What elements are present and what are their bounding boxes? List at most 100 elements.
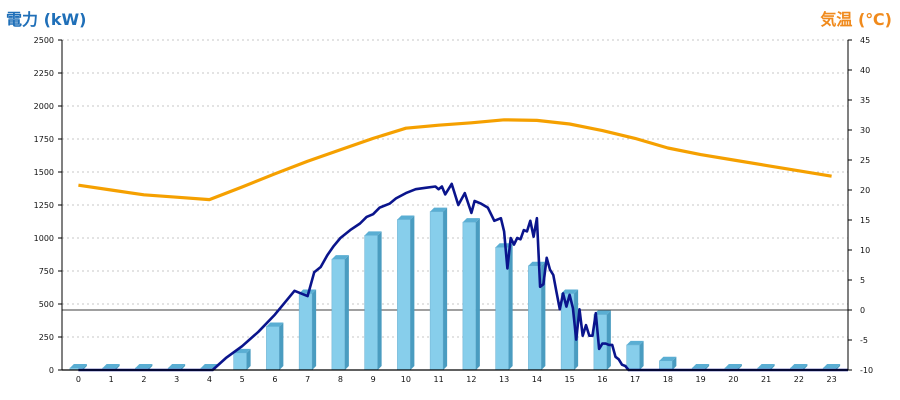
bar-top (397, 215, 415, 220)
line-series (78, 118, 848, 372)
bar-side (312, 289, 317, 370)
bar (364, 231, 382, 371)
y-left-tick-label: 250 (39, 333, 54, 342)
bar-side (672, 356, 677, 370)
y-right-tick-label: 35 (860, 96, 870, 105)
bar-top (561, 289, 579, 294)
y-left-tick-label: 2250 (34, 69, 54, 78)
grid-lines (62, 39, 848, 338)
x-tick-label: 5 (240, 375, 245, 384)
y-right-tick-label: 15 (860, 216, 870, 225)
x-tick-label: 2 (141, 375, 146, 384)
y-right-tick-label: -5 (860, 336, 868, 345)
bar-top (200, 364, 218, 369)
bar (528, 261, 546, 371)
y-right-tick-label: 10 (860, 246, 870, 255)
x-tick-label: 19 (696, 375, 706, 384)
bar-front (462, 221, 477, 371)
bar (397, 215, 415, 371)
y-left-tick-label: 500 (39, 300, 54, 309)
bar-side (705, 364, 710, 370)
x-tick-label: 11 (434, 375, 444, 384)
y-left-tick-label: 2000 (34, 102, 54, 111)
x-tick-label: 6 (272, 375, 277, 384)
bar (462, 218, 480, 371)
bar (429, 207, 448, 371)
bar-top (266, 322, 284, 327)
bar-side (410, 215, 415, 370)
bar-series (69, 207, 841, 371)
axes: 02505007501000125015001750200022502500-1… (34, 36, 873, 384)
bar-top (462, 218, 480, 223)
bar-front (331, 258, 346, 371)
bar (266, 322, 284, 371)
bar-front (298, 293, 313, 371)
bar-top (692, 364, 710, 369)
bar-top (168, 364, 186, 369)
y-left-tick-label: 2500 (34, 36, 54, 45)
x-tick-label: 13 (499, 375, 509, 384)
bar-side (541, 261, 546, 370)
y-left-tick-label: 1250 (34, 201, 54, 210)
x-tick-label: 9 (371, 375, 376, 384)
bar-front (626, 344, 640, 371)
bar-side (836, 364, 841, 370)
temperature-line (78, 118, 832, 202)
bar-top (430, 207, 448, 212)
bar (331, 255, 349, 371)
x-tick-label: 0 (76, 375, 81, 384)
bar-side (279, 322, 284, 370)
x-tick-label: 7 (305, 375, 310, 384)
bar (233, 348, 251, 371)
y-right-tick-label: 20 (860, 186, 870, 195)
x-tick-label: 8 (338, 375, 343, 384)
bar-side (606, 310, 611, 370)
bar-top (757, 364, 775, 369)
bar (495, 243, 513, 371)
right-axis-label: 気温 (℃) (820, 10, 892, 29)
y-left-tick-label: 750 (39, 267, 54, 276)
bar-side (377, 231, 382, 370)
bar-top (102, 364, 120, 369)
bar-side (803, 364, 808, 370)
y-right-tick-label: 25 (860, 156, 870, 165)
bar-front (233, 352, 247, 371)
x-tick-label: 4 (207, 375, 212, 384)
bar-top (331, 255, 349, 260)
bar-side (246, 348, 251, 370)
bar (298, 289, 317, 371)
bar-side (443, 207, 448, 370)
y-right-tick-label: 40 (860, 66, 870, 75)
bar-top (659, 356, 677, 361)
bar-top (528, 261, 546, 266)
y-left-tick-label: 1750 (34, 135, 54, 144)
x-tick-label: 15 (565, 375, 575, 384)
x-tick-label: 21 (761, 375, 771, 384)
x-tick-label: 3 (174, 375, 179, 384)
x-tick-label: 22 (794, 375, 804, 384)
bar-top (823, 364, 841, 369)
bar-side (475, 218, 480, 370)
x-tick-label: 10 (401, 375, 411, 384)
bar-top (724, 364, 742, 369)
bar-side (737, 364, 742, 370)
bar-front (364, 235, 378, 371)
bar-side (181, 364, 186, 370)
bar-side (639, 340, 644, 370)
bar-top (364, 231, 382, 236)
y-right-tick-label: 5 (860, 276, 865, 285)
bar-side (344, 255, 349, 370)
bar-top (626, 340, 644, 345)
x-tick-label: 16 (597, 375, 607, 384)
left-axis-label: 電力 (kW) (6, 10, 87, 29)
bar-front (429, 211, 444, 371)
bar (626, 340, 644, 371)
bar-top (790, 364, 808, 369)
y-right-tick-label: 0 (860, 306, 865, 315)
bar-side (82, 364, 87, 370)
bar-front (397, 219, 411, 371)
bar-top (69, 364, 87, 369)
x-tick-label: 12 (466, 375, 476, 384)
bar-side (115, 364, 120, 370)
y-right-tick-label: -10 (860, 366, 873, 375)
